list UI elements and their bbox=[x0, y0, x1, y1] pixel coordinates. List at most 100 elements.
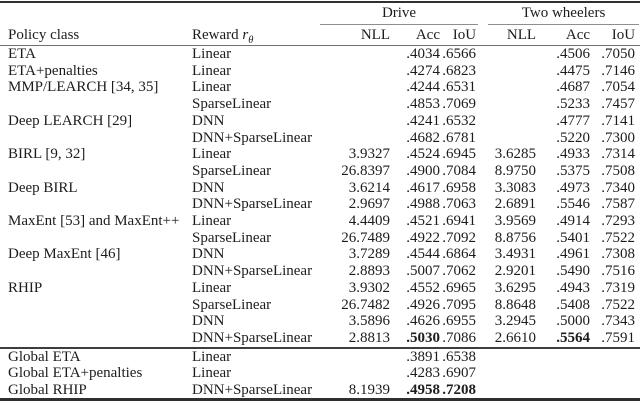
metric-cell: .6823 bbox=[442, 62, 477, 79]
metric-cell: .7054 bbox=[601, 79, 636, 96]
metric-cell: .7314 bbox=[601, 146, 636, 163]
metric-cell: .4283 bbox=[406, 365, 440, 382]
metric-cell: .7340 bbox=[601, 179, 636, 196]
metric-cell: 3.5896 bbox=[348, 313, 390, 330]
metric-cell: .6864 bbox=[442, 246, 477, 263]
policy-class-cell: Deep BIRL bbox=[8, 179, 78, 196]
metric-cell bbox=[478, 346, 539, 366]
metric-cell bbox=[592, 382, 640, 400]
metric-cell: .7591 bbox=[601, 329, 636, 346]
metric-cell: 3.9302 bbox=[348, 279, 390, 296]
metric-cell bbox=[320, 130, 392, 147]
policy-class-cell: BIRL [9, 32] bbox=[8, 146, 86, 163]
reward-cell: Linear bbox=[192, 279, 232, 296]
metric-cell: .7095 bbox=[442, 296, 477, 313]
main-rows: ETA Linear .4034.6566.4506.7050 ETA+penalti… bbox=[0, 46, 640, 348]
metric-cell: .6781 bbox=[442, 129, 477, 146]
policy-class-cell: Global ETA+penalties bbox=[8, 365, 143, 382]
metric-cell: 26.8397 bbox=[341, 162, 390, 179]
reward-cell: Linear bbox=[192, 213, 232, 230]
spanner-spacer bbox=[0, 2, 320, 25]
table-row: DNN+SparseLinear 2.8813 .5030.7086 2.6610 .5… bbox=[0, 330, 640, 348]
reward-cell: DNN+SparseLinear bbox=[192, 129, 313, 146]
metric-cell: .7516 bbox=[601, 263, 636, 280]
reward-header-sub: θ bbox=[248, 35, 254, 46]
metric-cell: .6907 bbox=[442, 365, 477, 382]
metric-cell: .4682 bbox=[406, 129, 440, 146]
metric-cell: .4626 bbox=[406, 313, 440, 330]
metric-cell bbox=[478, 96, 538, 113]
metric-cell: .5375 bbox=[556, 162, 591, 179]
metric-cell: .4988 bbox=[406, 196, 440, 213]
metric-cell: 3.7289 bbox=[348, 246, 390, 263]
metric-cell: .5233 bbox=[556, 96, 591, 113]
metric-cell: .4506 bbox=[556, 46, 591, 62]
policy-class-cell bbox=[0, 263, 192, 280]
table-row: ETA Linear .4034.6566 .4506 .7050 bbox=[0, 46, 640, 63]
metric-cell: .7300 bbox=[601, 129, 636, 146]
metric-cell: .5000 bbox=[556, 313, 591, 330]
metric-cell: 3.3083 bbox=[494, 179, 537, 196]
metric-cell bbox=[320, 113, 392, 130]
metric-cell: 2.9697 bbox=[348, 196, 390, 213]
reward-cell: DNN+SparseLinear bbox=[192, 263, 313, 280]
metric-cell: .6945 bbox=[442, 146, 477, 163]
policy-class-cell bbox=[0, 297, 192, 314]
reward-cell: SparseLinear bbox=[192, 162, 272, 179]
policy-class-cell bbox=[0, 330, 192, 348]
metric-cell: 2.9201 bbox=[494, 263, 537, 280]
policy-class-cell bbox=[0, 196, 192, 213]
metric-cell: .5490 bbox=[556, 263, 591, 280]
metric-cell: .4475 bbox=[556, 62, 591, 79]
drive-nll-header: NLL bbox=[320, 25, 392, 46]
metric-cell bbox=[538, 346, 593, 366]
policy-class-cell: ETA bbox=[8, 46, 36, 62]
metric-cell: .7063 bbox=[442, 196, 477, 213]
metric-cell: .7508 bbox=[601, 162, 636, 179]
table-row: Deep LEARCH [29] DNN .4241.6532 .4777 .7141 bbox=[0, 113, 640, 130]
metric-cell: .7343 bbox=[601, 313, 636, 330]
table-row: Global RHIP DNN+SparseLinear 8.1939 .4958.7… bbox=[0, 382, 640, 400]
reward-cell: DNN+SparseLinear bbox=[192, 381, 313, 398]
metric-cell: 8.8648 bbox=[494, 296, 537, 313]
metric-cell: .7208 bbox=[442, 381, 477, 398]
metric-cell bbox=[320, 346, 392, 366]
reward-cell: Linear bbox=[192, 146, 232, 163]
metric-cell: .4943 bbox=[556, 279, 591, 296]
metric-cell bbox=[478, 46, 538, 63]
metric-cell: .6531 bbox=[442, 79, 477, 96]
metric-cell bbox=[538, 365, 592, 382]
metric-cell: .4914 bbox=[556, 213, 591, 230]
metric-cell bbox=[320, 63, 392, 80]
tw-nll-header: NLL bbox=[478, 25, 539, 46]
group-drive-label: Drive bbox=[320, 3, 479, 25]
metric-cell: .7293 bbox=[601, 213, 636, 230]
metric-cell: 8.9750 bbox=[494, 162, 537, 179]
reward-cell: DNN bbox=[192, 112, 225, 129]
policy-class-cell: Global ETA bbox=[0, 346, 192, 366]
reward-cell: DNN bbox=[192, 246, 225, 263]
metric-cell: 2.6610 bbox=[494, 329, 537, 346]
metric-cell: .7069 bbox=[442, 96, 477, 113]
metric-cell bbox=[478, 79, 538, 96]
metric-cell: .4544 bbox=[406, 246, 440, 263]
metric-cell: .5007 bbox=[406, 263, 440, 280]
metric-cell bbox=[320, 365, 392, 382]
group-two-wheelers: Two wheelers bbox=[478, 2, 640, 25]
metric-cell: .7084 bbox=[442, 162, 477, 179]
drive-iou-header: IoU bbox=[442, 25, 479, 46]
reward-cell: Linear bbox=[192, 62, 232, 79]
metric-cell: .4853 bbox=[406, 96, 440, 113]
metric-cell: .7587 bbox=[601, 196, 636, 213]
policy-class-cell: RHIP bbox=[8, 279, 43, 296]
table-row: ETA+penalties Linear .4274.6823 .4475 .7146 bbox=[0, 63, 640, 80]
policy-class-cell: Global RHIP bbox=[8, 381, 87, 398]
policy-class-cell bbox=[0, 96, 192, 113]
metric-cell: 8.1939 bbox=[348, 381, 390, 398]
metric-cell: .6958 bbox=[442, 179, 477, 196]
reward-cell: SparseLinear bbox=[192, 229, 272, 246]
table-row: Global ETA Linear .3891.6538 bbox=[0, 346, 640, 366]
metric-cell: 4.4409 bbox=[348, 213, 390, 230]
metric-cell: .7050 bbox=[601, 46, 636, 62]
